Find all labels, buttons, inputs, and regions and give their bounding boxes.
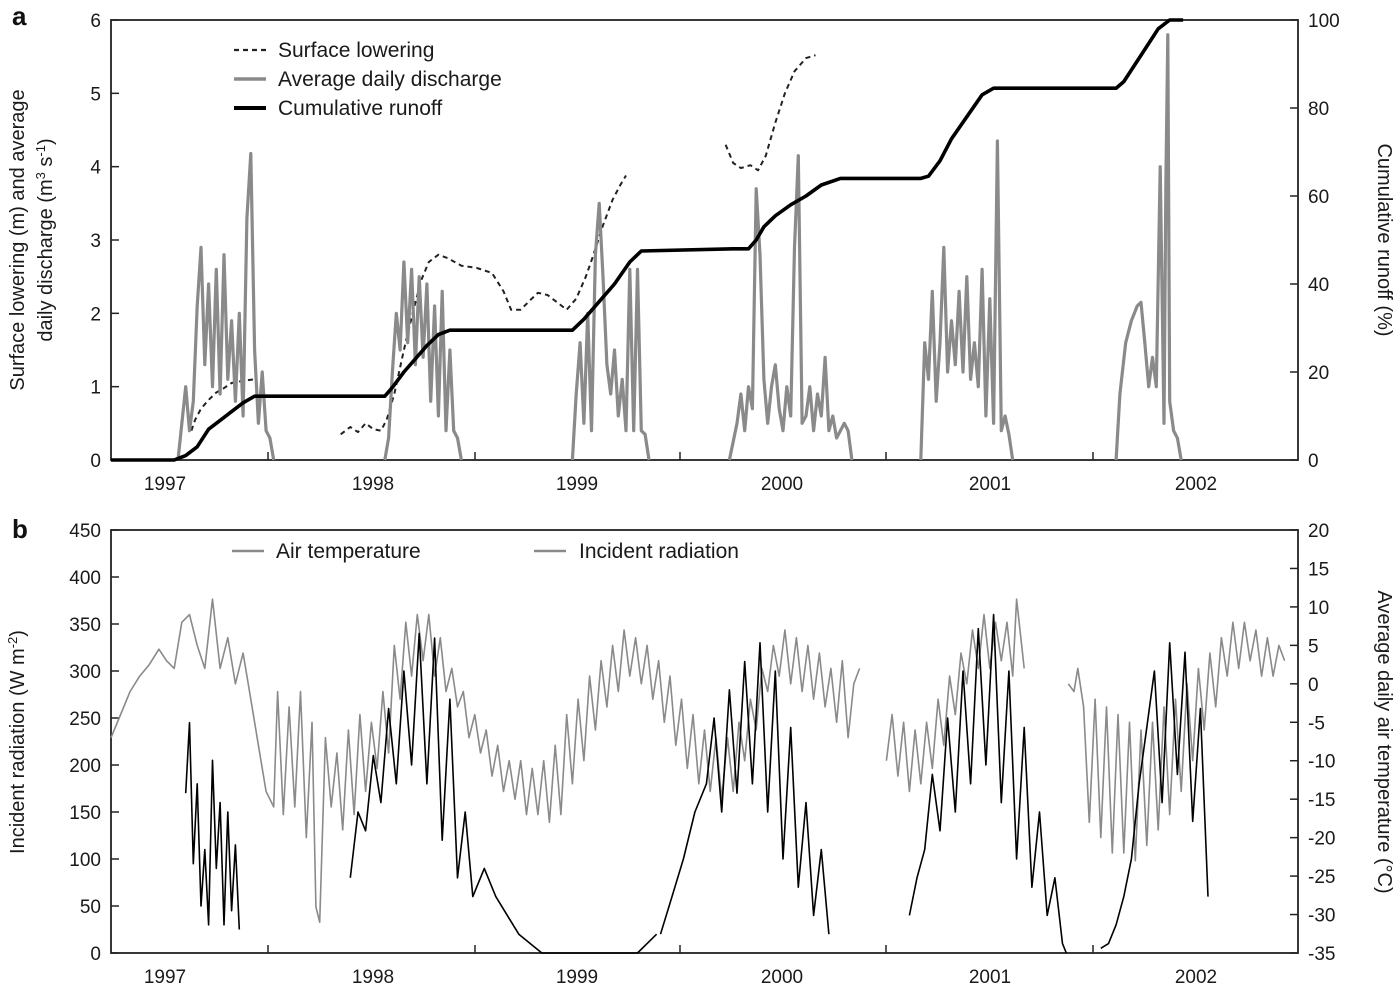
panel-a-left-axis: 0 1 2 3 4 5 6 xyxy=(90,11,119,472)
series-line-average-daily-discharge xyxy=(570,201,651,461)
x-tick-label: 2001 xyxy=(969,474,1011,495)
series-line-incident-radiation xyxy=(659,641,830,935)
x-tick-label: 2000 xyxy=(761,967,803,988)
y-right-tick-label: -30 xyxy=(1308,906,1335,927)
series-line-surface-lowering xyxy=(190,378,255,432)
y-right-tick-label: 15 xyxy=(1308,559,1329,580)
x-tick-label: 1997 xyxy=(144,474,186,495)
y-left-tick-label: 300 xyxy=(69,662,101,683)
panel-a: a 1997 1998 1999 2000 2001 2002 0 1 2 3 4 5 6 0 20 40… xyxy=(7,1,1395,495)
x-tick-label: 1998 xyxy=(352,474,394,495)
y-left-tick-label: 450 xyxy=(69,521,101,542)
x-tick-label: 2001 xyxy=(969,967,1011,988)
y-left-tick-label: 250 xyxy=(69,709,101,730)
x-tick-label: 1999 xyxy=(556,474,598,495)
panel-b-x-axis: 1997 1998 1999 2000 2001 2002 xyxy=(144,945,1217,988)
y-left-tick-label: 400 xyxy=(69,568,101,589)
y-left-tick-label: 5 xyxy=(90,84,101,105)
y-right-tick-label: 60 xyxy=(1308,187,1329,208)
series-line-average-daily-discharge xyxy=(383,260,463,461)
y-left-tick-label: 4 xyxy=(90,158,101,179)
series-line-average-daily-discharge xyxy=(176,151,276,461)
panel-a-left-axis-title-line1: Surface lowering (m) and average xyxy=(7,89,29,390)
panel-b-frame xyxy=(110,529,1299,954)
legend-label-air-temperature: Air temperature xyxy=(276,540,421,563)
panel-a-left-axis-title-line2: daily discharge (m3 s-1) xyxy=(33,138,57,341)
series-line-air-temperature xyxy=(1067,621,1286,862)
panel-b-legend: Air temperature Incident radiation xyxy=(232,540,739,563)
y-left-tick-label: 100 xyxy=(69,850,101,871)
y-left-tick-label: 2 xyxy=(90,304,101,325)
y-left-tick-label: 0 xyxy=(90,451,101,472)
panel-b: b 1997 1998 1999 2000 2001 2002 0501001502002… xyxy=(5,514,1395,988)
x-tick-label: 2002 xyxy=(1175,967,1217,988)
panel-b-label: b xyxy=(12,514,28,544)
series-line-surface-lowering xyxy=(724,54,816,172)
panel-a-series xyxy=(111,18,1184,462)
y-right-tick-label: 5 xyxy=(1308,636,1319,657)
series-line-cumulative-runoff xyxy=(111,18,1184,462)
y-left-tick-label: 150 xyxy=(69,803,101,824)
panel-b-series xyxy=(110,598,1286,954)
y-right-tick-label: 20 xyxy=(1308,363,1329,384)
y-left-tick-label: 350 xyxy=(69,615,101,636)
y-left-tick-label: 0 xyxy=(90,944,101,965)
y-right-tick-label: -10 xyxy=(1308,752,1335,773)
x-tick-label: 1998 xyxy=(352,967,394,988)
panel-a-right-axis: 0 20 40 60 80 100 xyxy=(1290,11,1340,472)
y-right-tick-label: 20 xyxy=(1308,521,1329,542)
panel-a-legend: Surface lowering Average daily discharge… xyxy=(234,39,502,120)
series-line-incident-radiation xyxy=(1100,641,1209,949)
series-line-air-temperature xyxy=(885,598,1025,793)
panel-b-left-axis: 0 50 100 150 200 250 300 350 400 450 xyxy=(69,521,119,965)
panel-a-right-axis-title: Cumulative runoff (%) xyxy=(1373,143,1395,336)
panel-b-left-axis-title: Incident radiation (W m-2) xyxy=(5,630,29,854)
x-tick-label: 1999 xyxy=(556,967,598,988)
legend-label-cumulative-runoff: Cumulative runoff xyxy=(278,97,442,120)
y-right-tick-label: -35 xyxy=(1308,944,1335,965)
series-line-incident-radiation xyxy=(349,632,658,954)
x-tick-label: 2002 xyxy=(1175,474,1217,495)
legend-label-surface-lowering: Surface lowering xyxy=(278,39,434,62)
y-right-tick-label: -15 xyxy=(1308,790,1335,811)
x-tick-label: 1997 xyxy=(144,967,186,988)
y-left-tick-label: 200 xyxy=(69,756,101,777)
panel-a-label: a xyxy=(12,1,27,31)
panel-b-right-axis-title: Average daily air temperature (°C) xyxy=(1373,590,1395,893)
panel-b-right-axis: -35 -30 -25 -20 -15 -10 -5 0 5 10 15 20 xyxy=(1290,521,1335,965)
y-right-tick-label: -25 xyxy=(1308,867,1335,888)
y-right-tick-label: 0 xyxy=(1308,675,1319,696)
y-left-tick-label: 1 xyxy=(90,378,101,399)
y-right-tick-label: 10 xyxy=(1308,598,1329,619)
legend-label-incident-radiation: Incident radiation xyxy=(579,540,739,563)
series-line-air-temperature xyxy=(110,598,861,924)
y-right-tick-label: -5 xyxy=(1308,713,1325,734)
panel-a-x-axis: 1997 1998 1999 2000 2001 2002 xyxy=(144,452,1217,495)
series-line-incident-radiation xyxy=(184,721,241,930)
y-right-tick-label: 40 xyxy=(1308,275,1329,296)
y-left-tick-label: 3 xyxy=(90,231,101,252)
y-right-tick-label: -20 xyxy=(1308,829,1335,850)
series-line-average-daily-discharge xyxy=(1114,33,1183,461)
y-right-tick-label: 100 xyxy=(1308,11,1340,32)
y-left-tick-label: 6 xyxy=(90,11,101,32)
legend-label-average-daily-discharge: Average daily discharge xyxy=(278,68,502,91)
x-tick-label: 2000 xyxy=(761,474,803,495)
y-left-tick-label: 50 xyxy=(80,897,101,918)
series-line-average-daily-discharge xyxy=(727,154,854,461)
series-line-average-daily-discharge xyxy=(919,139,1015,461)
y-right-tick-label: 0 xyxy=(1308,451,1319,472)
series-line-incident-radiation xyxy=(908,613,1068,954)
y-right-tick-label: 80 xyxy=(1308,99,1329,120)
